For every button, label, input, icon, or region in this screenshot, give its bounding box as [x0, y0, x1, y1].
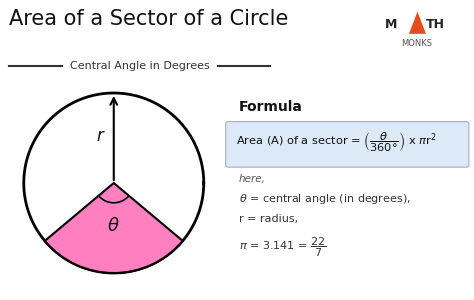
Text: $\pi$ = 3.141 = $\dfrac{22}{7}$: $\pi$ = 3.141 = $\dfrac{22}{7}$ [238, 236, 326, 259]
Text: MONKS: MONKS [401, 39, 433, 48]
Text: TH: TH [426, 18, 445, 31]
Text: M: M [385, 18, 397, 31]
Text: Area (A) of a sector = $\left(\dfrac{\theta}{360°}\right)$ x $\pi$r$^2$: Area (A) of a sector = $\left(\dfrac{\th… [236, 130, 436, 154]
Text: $\theta$: $\theta$ [108, 217, 120, 235]
Text: here,: here, [238, 174, 265, 184]
Text: Area of a Sector of a Circle: Area of a Sector of a Circle [9, 9, 289, 29]
Text: Central Angle in Degrees: Central Angle in Degrees [70, 61, 210, 71]
Text: r = radius,: r = radius, [238, 214, 298, 224]
Text: r: r [97, 127, 104, 145]
Text: Formula: Formula [238, 100, 302, 114]
Polygon shape [409, 12, 426, 34]
Text: $\theta$ = central angle (in degrees),: $\theta$ = central angle (in degrees), [238, 192, 410, 206]
FancyBboxPatch shape [226, 122, 469, 167]
Wedge shape [45, 183, 182, 273]
